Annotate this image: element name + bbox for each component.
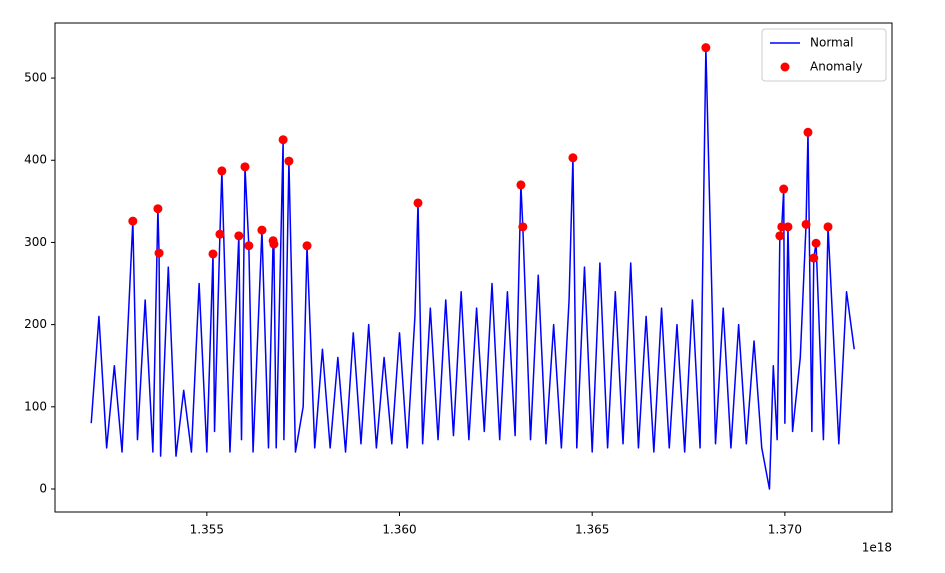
anomaly-point	[516, 180, 526, 190]
anomaly-point	[413, 198, 423, 208]
y-tick-label: 100	[24, 399, 47, 413]
anomaly-point	[777, 222, 787, 232]
anomaly-point	[284, 156, 294, 166]
anomaly-point	[803, 127, 813, 137]
anomaly-point	[128, 216, 138, 226]
anomaly-point	[302, 241, 312, 251]
anomaly-point	[153, 204, 163, 214]
anomaly-point	[809, 253, 819, 263]
y-tick-label: 500	[24, 71, 47, 85]
y-tick-label: 200	[24, 317, 47, 331]
anomaly-point	[783, 222, 793, 232]
legend-box	[761, 28, 887, 82]
anomaly-point	[154, 248, 164, 258]
anomaly-point	[568, 153, 578, 163]
anomaly-point	[811, 238, 821, 248]
y-tick-label: 400	[24, 153, 47, 167]
anomaly-point	[244, 241, 254, 251]
anomaly-point	[701, 43, 711, 53]
plot-area	[54, 22, 893, 513]
x-tick-label: 1.360	[382, 523, 416, 537]
anomaly-point	[240, 162, 250, 172]
x-offset-label: 1e18	[862, 541, 892, 555]
x-tick-label: 1.355	[190, 523, 224, 537]
anomaly-point	[269, 239, 279, 249]
anomaly-point	[823, 222, 833, 232]
anomaly-point	[215, 229, 225, 239]
anomaly-point	[208, 249, 218, 259]
y-tick-label: 0	[39, 481, 47, 495]
anomaly-point	[775, 231, 785, 241]
legend-swatch	[780, 62, 790, 72]
anomaly-point	[257, 225, 267, 235]
anomaly-point	[518, 222, 528, 232]
anomaly-point	[234, 231, 244, 241]
legend-label: Anomaly	[810, 60, 863, 74]
legend-label: Normal	[810, 36, 853, 50]
anomaly-point	[801, 219, 811, 229]
anomaly-point	[779, 184, 789, 194]
anomaly-point	[217, 166, 227, 176]
x-tick-label: 1.370	[768, 523, 802, 537]
anomaly-point	[278, 135, 288, 145]
y-tick-label: 300	[24, 235, 47, 249]
x-tick-label: 1.365	[575, 523, 609, 537]
